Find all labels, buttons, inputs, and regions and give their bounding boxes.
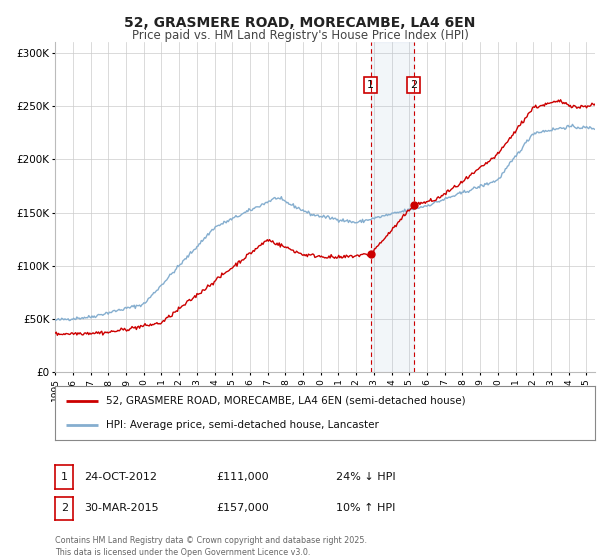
Text: 2: 2 — [410, 80, 417, 90]
Text: Price paid vs. HM Land Registry's House Price Index (HPI): Price paid vs. HM Land Registry's House … — [131, 29, 469, 42]
Text: HPI: Average price, semi-detached house, Lancaster: HPI: Average price, semi-detached house,… — [107, 420, 379, 430]
Text: 1: 1 — [61, 472, 68, 482]
Bar — [371, 42, 414, 372]
Text: £111,000: £111,000 — [216, 472, 269, 482]
Text: 52, GRASMERE ROAD, MORECAMBE, LA4 6EN: 52, GRASMERE ROAD, MORECAMBE, LA4 6EN — [124, 16, 476, 30]
Text: 10% ↑ HPI: 10% ↑ HPI — [336, 503, 395, 514]
Text: 24-OCT-2012: 24-OCT-2012 — [84, 472, 157, 482]
Text: £157,000: £157,000 — [216, 503, 269, 514]
Text: 1: 1 — [367, 80, 374, 90]
Text: Contains HM Land Registry data © Crown copyright and database right 2025.
This d: Contains HM Land Registry data © Crown c… — [55, 536, 367, 557]
Text: 2: 2 — [61, 503, 68, 514]
Text: 52, GRASMERE ROAD, MORECAMBE, LA4 6EN (semi-detached house): 52, GRASMERE ROAD, MORECAMBE, LA4 6EN (s… — [107, 396, 466, 406]
Text: 30-MAR-2015: 30-MAR-2015 — [84, 503, 158, 514]
Text: 24% ↓ HPI: 24% ↓ HPI — [336, 472, 395, 482]
